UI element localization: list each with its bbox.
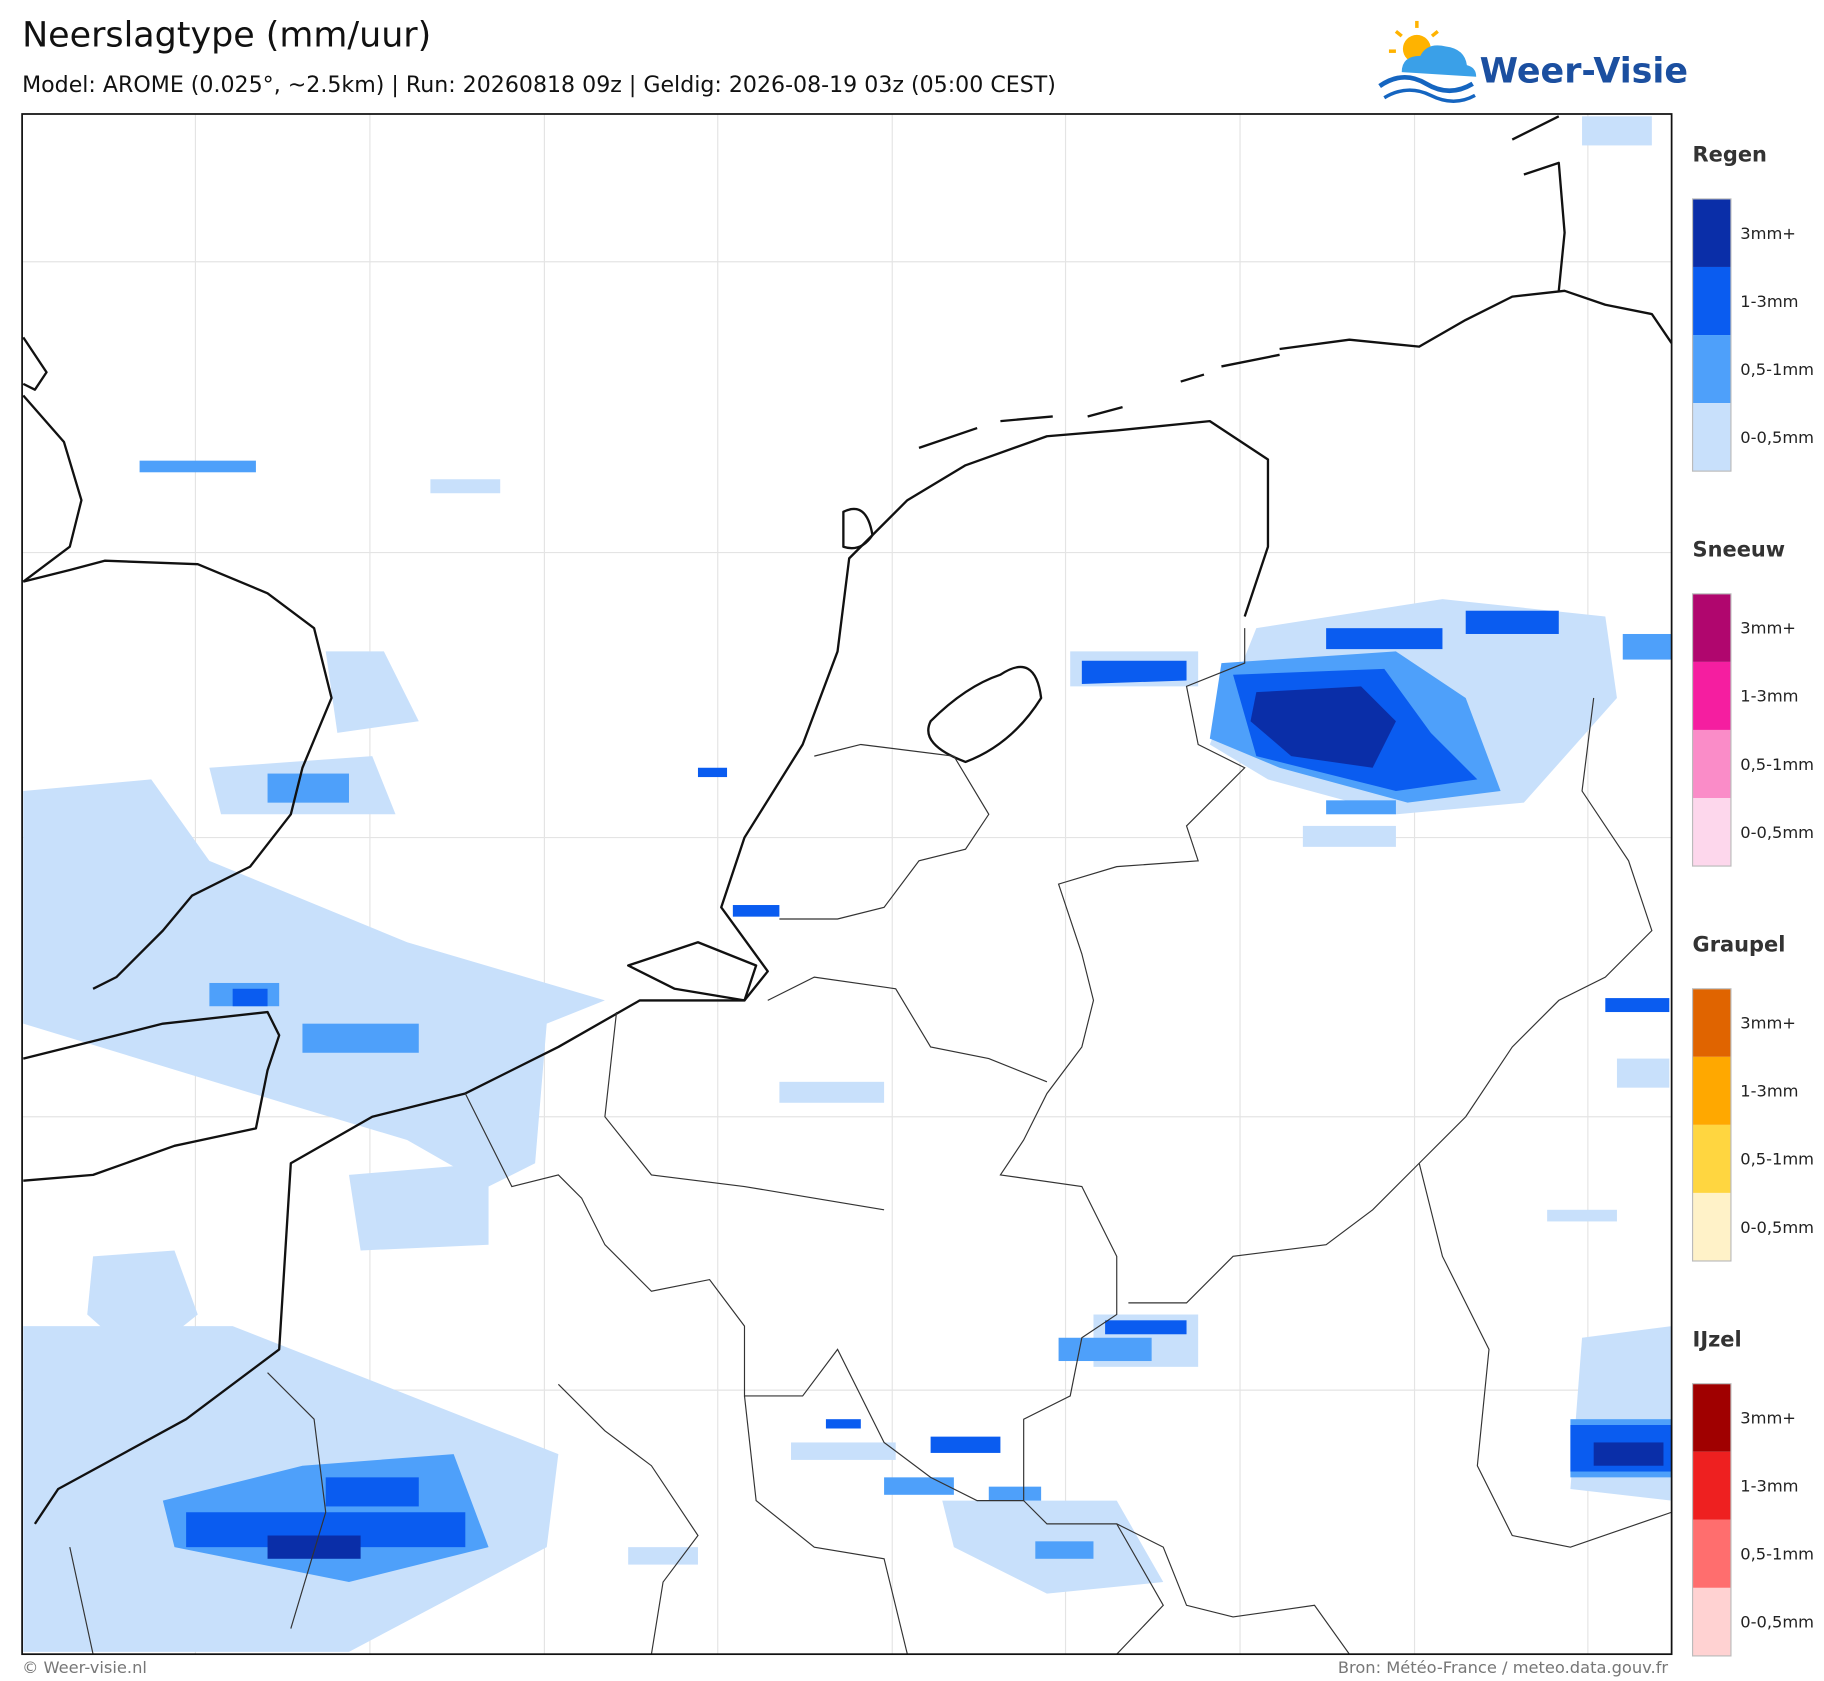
- legend-title: Graupel: [1693, 933, 1786, 957]
- legend-swatch: [1692, 266, 1731, 336]
- legend-frame: [1691, 1383, 1732, 1657]
- legend-swatch: [1692, 729, 1731, 799]
- legend-swatch: [1692, 335, 1731, 404]
- legend-title: IJzel: [1693, 1327, 1742, 1351]
- legend-swatch: [1692, 593, 1731, 662]
- footer-right: Bron: Météo-France / meteo.data.gouv.fr: [1338, 1658, 1669, 1677]
- legend-swatch: [1692, 403, 1731, 472]
- map: [21, 113, 1673, 1656]
- legend-swatch: [1692, 798, 1731, 867]
- logo: Weer-Visie: [1378, 20, 1688, 103]
- legend-swatch: [1692, 1451, 1731, 1520]
- legend-label: 0,5-1mm: [1740, 755, 1814, 774]
- legend-label: 1-3mm: [1740, 687, 1798, 706]
- legend-swatch: [1692, 1056, 1731, 1125]
- legend-label: 0,5-1mm: [1740, 1150, 1814, 1169]
- legend-title: Sneeuw: [1693, 538, 1786, 562]
- legend-label: 0-0,5mm: [1740, 823, 1814, 842]
- legend-label: 0,5-1mm: [1740, 1545, 1814, 1564]
- legend-label: 1-3mm: [1740, 292, 1798, 311]
- logo-text: Weer-Visie: [1480, 52, 1688, 92]
- legend-label: 3mm+: [1740, 619, 1796, 638]
- legend-label: 1-3mm: [1740, 1082, 1798, 1101]
- legend-label: 0-0,5mm: [1740, 1218, 1814, 1237]
- content: Neerslagtype (mm/uur) Model: AROME (0.02…: [21, 16, 1814, 1677]
- legend-label: 0-0,5mm: [1740, 428, 1814, 447]
- legend-frame: [1691, 198, 1732, 472]
- legend-swatch: [1692, 1383, 1731, 1452]
- subtitle: Model: AROME (0.025°, ~2.5km) | Run: 202…: [22, 72, 1056, 98]
- legend-title: Regen: [1693, 143, 1767, 167]
- legend-frame: [1691, 593, 1732, 867]
- footer-left: © Weer-visie.nl: [22, 1658, 147, 1677]
- legend-frame: [1691, 988, 1732, 1262]
- legend-label: 3mm+: [1740, 1014, 1796, 1033]
- legend-label: 3mm+: [1740, 1409, 1796, 1428]
- legend-label: 1-3mm: [1740, 1477, 1798, 1496]
- legend-swatch: [1692, 661, 1731, 730]
- legend-swatch: [1692, 198, 1731, 267]
- legend-swatch: [1692, 1124, 1731, 1193]
- legend-swatch: [1692, 1519, 1731, 1588]
- legend-swatch: [1692, 1192, 1731, 1261]
- legend-swatch: [1692, 988, 1731, 1057]
- legend-swatch: [1692, 1587, 1731, 1656]
- legend: Regen 3mm+ 1-3mm 0,5-1mm 0-0,5mm Sneeuw 3mm+ 1-…: [1691, 143, 1814, 1657]
- legend-label: 3mm+: [1740, 224, 1796, 243]
- legend-label: 0-0,5mm: [1740, 1613, 1814, 1632]
- legend-label: 0,5-1mm: [1740, 360, 1814, 379]
- title: Neerslagtype (mm/uur): [22, 16, 431, 56]
